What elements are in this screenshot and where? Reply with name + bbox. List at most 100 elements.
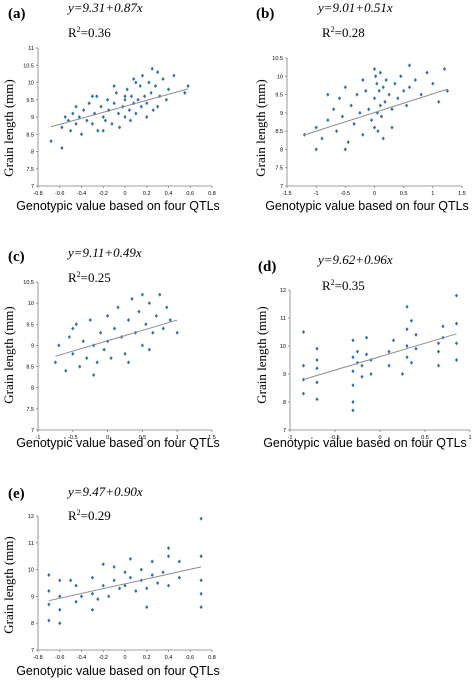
data-point — [346, 140, 350, 145]
data-point — [147, 301, 151, 306]
data-point — [161, 77, 165, 82]
data-point — [413, 77, 417, 82]
data-point — [315, 397, 319, 402]
data-point — [58, 607, 62, 612]
data-point — [150, 66, 154, 71]
r-squared: R2=0.36 — [68, 25, 111, 40]
data-point — [314, 125, 318, 130]
data-point — [436, 341, 441, 346]
data-point — [442, 66, 447, 71]
data-point — [47, 589, 51, 594]
data-point — [383, 99, 387, 104]
y-tick-label: 8 — [31, 386, 34, 392]
panel-label: (c) — [8, 249, 25, 265]
data-point — [172, 73, 176, 78]
y-tick-label: 7 — [31, 184, 34, 190]
data-point — [361, 132, 365, 137]
data-point — [95, 94, 99, 99]
data-point — [409, 360, 414, 365]
data-point — [301, 377, 306, 382]
y-tick-label: 11 — [28, 46, 34, 52]
data-point — [85, 118, 89, 123]
data-point — [126, 318, 131, 323]
data-point — [379, 114, 384, 119]
y-tick-label: 7 — [283, 428, 286, 434]
data-point — [419, 92, 423, 97]
data-point — [145, 605, 149, 610]
data-point — [151, 108, 155, 113]
data-point — [117, 125, 122, 130]
data-point — [109, 356, 113, 361]
data-point — [123, 351, 127, 356]
x-tick-label: -0.4 — [77, 191, 86, 197]
data-point — [85, 356, 89, 361]
data-point — [158, 292, 162, 297]
data-point — [301, 391, 306, 396]
data-point — [314, 147, 318, 152]
y-tick-label: 10.5 — [272, 56, 283, 62]
r-squared: R2=0.25 — [68, 270, 111, 285]
r-squared: R2=0.35 — [322, 278, 365, 293]
data-point — [112, 578, 116, 583]
data-point — [393, 81, 397, 86]
x-tick-label: -1 — [288, 435, 293, 441]
data-point — [352, 121, 356, 126]
data-point — [199, 605, 203, 610]
x-tick-label: 0.6 — [186, 191, 194, 197]
y-axis-label: Grain length (mm) — [1, 536, 16, 633]
x-tick-label: 0.2 — [143, 191, 151, 197]
data-point — [101, 562, 105, 567]
y-tick-label: 10 — [28, 81, 34, 87]
data-point — [378, 70, 382, 75]
data-point — [47, 572, 51, 577]
data-point — [166, 583, 171, 588]
data-point — [320, 136, 324, 141]
data-point — [301, 330, 306, 334]
data-point — [387, 349, 391, 354]
data-point — [110, 121, 114, 126]
data-point — [372, 66, 377, 71]
x-tick-label: -0.6 — [55, 191, 64, 197]
data-point — [87, 101, 91, 106]
x-tick-label: 0 — [373, 191, 376, 197]
x-tick-label: 0 — [378, 435, 381, 441]
data-point — [74, 583, 78, 588]
regression-equation: y=9.62+0.96x — [316, 252, 393, 267]
data-point — [90, 94, 94, 99]
data-point — [90, 575, 94, 580]
data-point — [112, 83, 116, 88]
data-point — [351, 369, 355, 374]
data-point — [364, 335, 369, 340]
data-point — [183, 90, 187, 95]
data-point — [164, 97, 168, 102]
data-point — [116, 111, 121, 116]
data-point — [405, 327, 409, 332]
data-point — [343, 85, 347, 90]
trend-line — [55, 319, 178, 357]
data-point — [384, 77, 388, 82]
data-point — [369, 372, 373, 376]
chart-panel-1: (a) y=9.31+0.87x R2=0.36 7 7.5 8 8.5 9 9.5 10 10.5… — [1, 0, 220, 213]
data-point — [351, 338, 355, 343]
data-point — [136, 97, 140, 102]
data-point — [106, 313, 110, 318]
data-point — [315, 346, 319, 351]
data-point — [107, 594, 111, 599]
data-point — [351, 400, 355, 404]
data-point — [154, 313, 158, 318]
data-point — [381, 85, 385, 90]
data-point — [425, 70, 429, 75]
x-tick-label: 0 — [106, 435, 109, 441]
data-point — [139, 104, 143, 109]
data-point — [69, 128, 73, 133]
data-point — [161, 570, 165, 575]
data-point — [377, 88, 381, 93]
data-point — [149, 90, 153, 95]
data-point — [390, 107, 394, 112]
data-point — [78, 364, 82, 369]
y-axis-label: Grain length (mm) — [253, 79, 268, 176]
y-tick-label: 9 — [283, 372, 286, 378]
x-tick-label: -1.5 — [282, 191, 291, 197]
x-tick-label: -0.4 — [77, 655, 86, 661]
x-tick-label: -0.5 — [68, 435, 77, 441]
